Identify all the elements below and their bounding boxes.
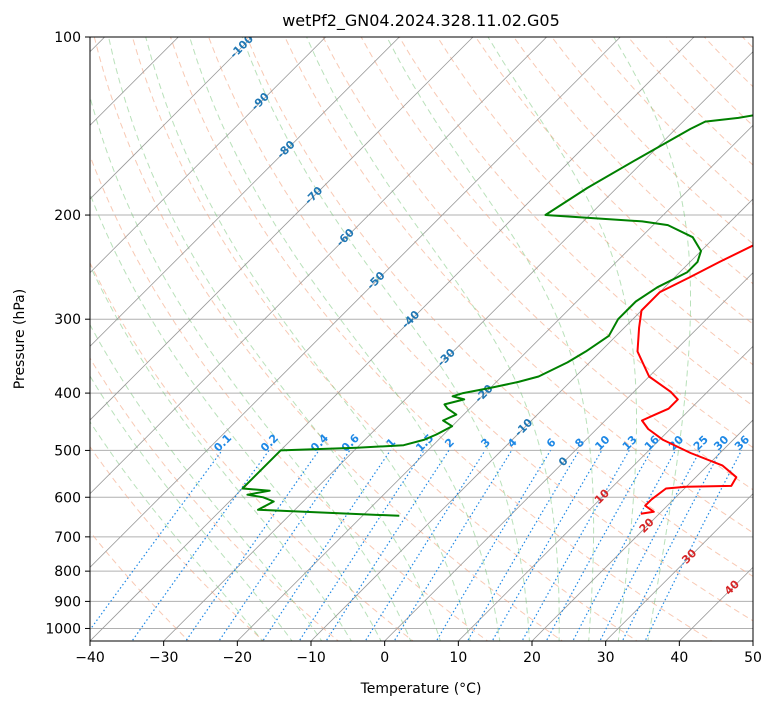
isotherm-line (90, 37, 326, 274)
isotherm-line (90, 37, 547, 495)
mixing-ratio-line (185, 450, 320, 641)
dry-adiabat-line (398, 37, 753, 407)
mixing-ratio-line (298, 450, 425, 641)
y-tick-label: 800 (54, 564, 81, 580)
dry-adiabat-line (90, 261, 414, 641)
chart-title: wetPf2_GN04.2024.328.11.02.G05 (282, 11, 560, 31)
moist-adiabat-line (90, 192, 382, 641)
plot-frame (89, 36, 754, 642)
isotherm-line (163, 51, 753, 641)
dewpoint-line (241, 114, 753, 517)
x-tick-label: −30 (149, 650, 179, 666)
dry-adiabat-line (284, 37, 753, 534)
moist-adiabat-line (108, 37, 441, 641)
x-tick-label: −40 (75, 650, 105, 666)
x-tick-label: −10 (296, 650, 326, 666)
y-tick-label: 500 (54, 443, 81, 459)
axes: −40 −30 −20 −10 0 10 20 30 40 50 1000 900 800 700 600 5… (45, 30, 762, 666)
isotherm-line (310, 198, 753, 641)
isotherm-line (90, 37, 695, 641)
y-tick-label: 900 (54, 594, 81, 610)
dry-adiabat-line (513, 37, 753, 285)
dry-adiabat-line (131, 37, 638, 641)
temperature-line (636, 244, 753, 515)
x-tick-label: 50 (744, 650, 762, 666)
moist-adiabat-line (90, 375, 293, 641)
isotherm-line (458, 345, 753, 641)
isotherm-line (531, 419, 753, 641)
y-tick-label: 400 (54, 386, 81, 402)
dry-adiabat-line (360, 37, 753, 449)
mixing-ratio-line (545, 450, 652, 641)
mixing-ratio-line (435, 450, 552, 641)
moist-adiabat-line (386, 37, 595, 641)
mixing-ratio-line (325, 450, 450, 641)
sounding-lines (241, 114, 753, 517)
dry-adiabat-line (90, 445, 265, 641)
isotherm-line (90, 37, 621, 568)
mixing-ratio-line (393, 450, 513, 641)
mixing-ratio-line (364, 450, 486, 641)
mixing-ratio-line (131, 450, 270, 641)
y-axis-label: Pressure (hPa) (12, 289, 28, 389)
y-tick-label: 600 (54, 490, 81, 506)
isotherm-line (605, 493, 753, 641)
x-axis-label: Temperature (°C) (360, 681, 482, 697)
x-tick-label: 30 (597, 650, 615, 666)
dry-adiabat-line (246, 37, 753, 577)
dry-adiabat-line (170, 37, 713, 641)
mixing-ratio-line (466, 450, 580, 641)
y-tick-label: 200 (54, 208, 81, 224)
moist-adiabat-line (90, 264, 352, 641)
dry-adiabat-line (322, 37, 753, 491)
x-tick-label: 40 (670, 650, 688, 666)
x-tick-label: 20 (523, 650, 541, 666)
moist-adiabat-line (189, 37, 501, 641)
isotherm-line (384, 272, 753, 641)
x-tick-label: 0 (380, 650, 389, 666)
mixing-ratio-line (599, 450, 701, 641)
dry-adiabat-line (208, 37, 753, 622)
moist-adiabat-line (90, 420, 264, 641)
mixing-ratio-line (621, 450, 722, 641)
dry-adiabat-line (475, 37, 753, 325)
dry-adiabat-line (436, 37, 753, 366)
isotherm-line (90, 37, 474, 421)
moist-adiabat-line (613, 37, 691, 641)
plot-area (90, 37, 753, 641)
mixing-ratio-line (262, 450, 391, 641)
moist-adiabat-line (487, 37, 637, 641)
x-tick-label: 10 (449, 650, 467, 666)
y-tick-label: 100 (54, 30, 81, 46)
moist-adiabat-line (306, 37, 560, 641)
y-tick-label: 1000 (45, 621, 81, 637)
moist-adiabat-line (241, 37, 530, 641)
y-tick-label: 700 (54, 530, 81, 546)
isotherm-line (90, 37, 253, 200)
isotherm-line (237, 124, 753, 641)
x-tick-label: −20 (223, 650, 253, 666)
mixing-ratio-line (218, 450, 351, 641)
dry-adiabat-line (93, 37, 564, 641)
isotherm-line (90, 37, 400, 347)
mixing-ratio-line (90, 450, 223, 631)
dry-adiabat-line (90, 154, 489, 641)
y-tick-label: 300 (54, 312, 81, 328)
mixing-ratio-line (572, 450, 677, 641)
moist-adiabat-line (90, 323, 323, 641)
